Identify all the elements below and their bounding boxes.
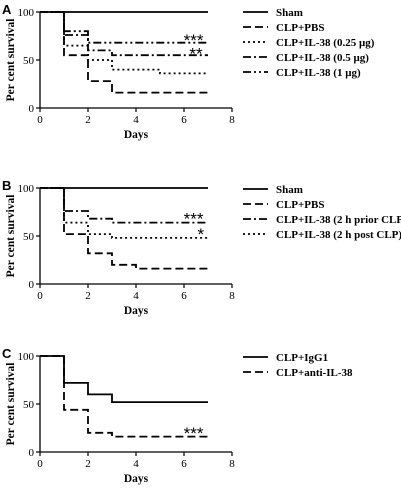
y-axis-title: Per cent survival	[5, 195, 17, 278]
series-line	[40, 11, 208, 94]
y-axis-title: Per cent survival	[5, 19, 17, 102]
series-line	[40, 355, 208, 404]
legend-label: CLP+IL-38 (0.5 μg)	[276, 52, 369, 64]
y-tick-label: 100	[18, 7, 35, 19]
x-tick-label: 2	[85, 458, 91, 470]
y-axis-title: Per cent survival	[5, 363, 17, 446]
series-line	[40, 187, 208, 270]
x-tick-label: 4	[133, 458, 139, 470]
significance-annotation: ***	[184, 31, 204, 50]
x-axis-title: Days	[124, 305, 149, 317]
x-tick-label: 2	[85, 290, 91, 302]
y-tick-label: 100	[18, 351, 35, 363]
series-line	[40, 187, 208, 239]
x-axis-title: Days	[124, 129, 149, 141]
x-tick-label: 6	[181, 458, 187, 470]
x-tick-label: 2	[85, 114, 91, 126]
legend-label: CLP+IL-38 (2 h prior CLP)	[276, 214, 401, 226]
x-tick-label: 4	[133, 114, 139, 126]
panel-c: C 0 50 100 0 2 4 6 8 Days Per cent survival CLP+IgG…	[2, 346, 353, 485]
y-tick-label: 100	[18, 183, 35, 195]
significance-annotation: ***	[184, 210, 204, 229]
panel-a: A 0 50 100 0 2 4 6 8 Days Per cent survival Sham CLP…	[2, 2, 375, 141]
x-tick-label: 8	[229, 458, 235, 470]
x-tick-label: 0	[37, 290, 43, 302]
series-line	[40, 187, 208, 224]
panel-label: A	[2, 2, 12, 17]
x-tick-label: 0	[37, 114, 43, 126]
panel-label: C	[2, 346, 12, 361]
panel-label: B	[2, 178, 11, 193]
x-tick-label: 4	[133, 290, 139, 302]
x-tick-label: 8	[229, 290, 235, 302]
legend-label: CLP+anti-IL-38	[276, 367, 353, 379]
series-line	[40, 355, 208, 438]
panel-b: B 0 50 100 0 2 4 6 8 Days Per cent survival Sham CLP…	[2, 178, 401, 317]
significance-annotation: ***	[184, 424, 204, 443]
y-tick-label: 50	[23, 55, 35, 67]
legend-label: Sham	[276, 184, 303, 196]
x-axis-title: Days	[124, 473, 149, 485]
legend-label: Sham	[276, 7, 303, 19]
legend-label: CLP+IL-38 (2 h post CLP)	[276, 229, 401, 241]
legend-label: CLP+PBS	[276, 199, 324, 211]
x-tick-label: 0	[37, 458, 43, 470]
legend-label: CLP+IL-38 (0.25 μg)	[276, 37, 375, 49]
legend-label: CLP+IgG1	[276, 352, 328, 364]
y-tick-label: 0	[29, 447, 35, 459]
y-tick-label: 0	[29, 103, 35, 115]
x-tick-label: 8	[229, 114, 235, 126]
significance-annotation: *	[197, 225, 204, 244]
y-tick-label: 0	[29, 279, 35, 291]
x-tick-label: 6	[181, 114, 187, 126]
series-line	[40, 11, 208, 75]
x-tick-label: 6	[181, 290, 187, 302]
legend-label: CLP+PBS	[276, 22, 324, 34]
y-tick-label: 50	[23, 231, 35, 243]
significance-annotation: **	[189, 44, 203, 63]
legend-label: CLP+IL-38 (1 μg)	[276, 67, 361, 79]
y-tick-label: 50	[23, 399, 35, 411]
